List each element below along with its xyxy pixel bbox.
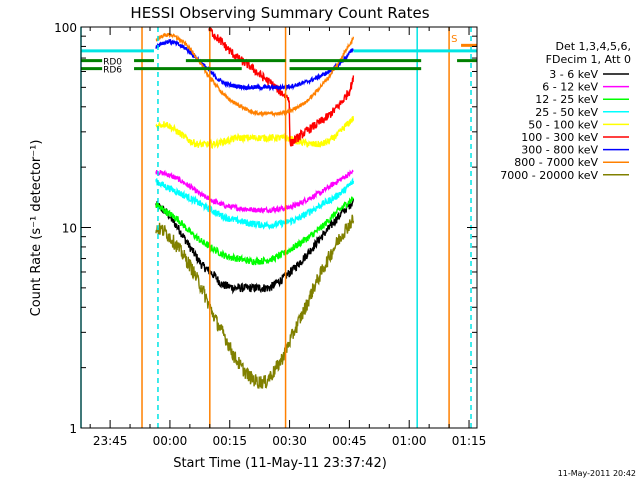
y-tick-label-1: 10 (62, 222, 77, 236)
series-line-1 (155, 169, 354, 215)
series-line-4 (155, 116, 355, 150)
legend: Det 1,3,4,5,6,FDecim 1, Att 0 3 - 6 keV6 … (500, 40, 631, 182)
series-line-5 (208, 26, 355, 147)
x-tick-label-2: 00:15 (212, 434, 247, 448)
legend-label-3: 25 - 50 keV (535, 106, 598, 119)
series-line-0 (155, 198, 355, 295)
data-layer (155, 26, 355, 390)
legend-label-6: 300 - 800 keV (521, 144, 598, 157)
x-axis-label: Start Time (11-May-11 23:37:42) (173, 456, 387, 471)
series-line-6 (155, 39, 354, 92)
rd-bar-label-0: RD0 (103, 58, 122, 68)
legend-label-8: 7000 - 20000 keV (500, 169, 598, 182)
flag-label: S (451, 34, 457, 45)
legend-label-1: 6 - 12 keV (542, 81, 598, 94)
x-tick-label-4: 00:45 (332, 434, 367, 448)
legend-label-4: 50 - 100 keV (528, 118, 598, 131)
chart-title: HESSI Observing Summary Count Rates (130, 4, 429, 22)
x-tick-label-5: 01:00 (392, 434, 427, 448)
legend-label-0: 3 - 6 keV (549, 68, 598, 81)
y-tick-label-2: 100 (54, 21, 77, 35)
date-stamp: 11-May-2011 20:42 (558, 469, 636, 478)
x-tick-label-0: 23:45 (93, 434, 128, 448)
legend-label-2: 12 - 25 keV (535, 93, 598, 106)
legend-header-0: Det 1,3,4,5,6, (555, 40, 631, 53)
y-tick-label-0: 1 (69, 422, 77, 436)
x-tick-label-6: 01:15 (452, 434, 487, 448)
x-tick-label-1: 00:00 (153, 434, 188, 448)
rd-bar-label-1: RD6 (103, 66, 122, 76)
legend-header-1: FDecim 1, Att 0 (546, 53, 631, 66)
series-line-8 (155, 214, 355, 390)
y-axis-label: Count Rate (s⁻¹ detector⁻¹) (29, 140, 44, 317)
legend-label-7: 800 - 7000 keV (514, 156, 598, 169)
series-line-3 (155, 177, 355, 231)
series-line-2 (155, 196, 355, 266)
x-tick-label-3: 00:30 (272, 434, 307, 448)
series-line-7 (155, 32, 355, 118)
legend-label-5: 100 - 300 keV (521, 131, 598, 144)
tick-layer: 23:45 00:00 00:15 00:30 00:45 01:00 01:15 1 10 10… (54, 21, 486, 448)
